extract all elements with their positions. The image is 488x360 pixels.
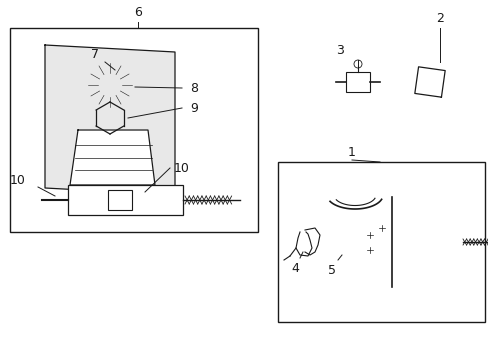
Text: 9: 9 <box>190 102 198 114</box>
Bar <box>278 162 484 322</box>
Polygon shape <box>70 130 155 185</box>
Bar <box>108 190 132 210</box>
Text: 1: 1 <box>347 145 355 158</box>
Text: 6: 6 <box>134 6 142 19</box>
Text: 7: 7 <box>91 49 99 62</box>
Text: 10: 10 <box>174 162 189 175</box>
Text: 2: 2 <box>435 12 443 24</box>
Text: 3: 3 <box>335 44 343 57</box>
Text: 8: 8 <box>190 81 198 94</box>
Bar <box>68 185 183 215</box>
Text: 4: 4 <box>290 261 298 274</box>
Polygon shape <box>414 67 444 97</box>
Bar <box>10 28 258 232</box>
Bar <box>346 72 369 92</box>
Text: 5: 5 <box>327 264 335 276</box>
Text: 10: 10 <box>10 174 26 186</box>
Polygon shape <box>45 45 175 195</box>
